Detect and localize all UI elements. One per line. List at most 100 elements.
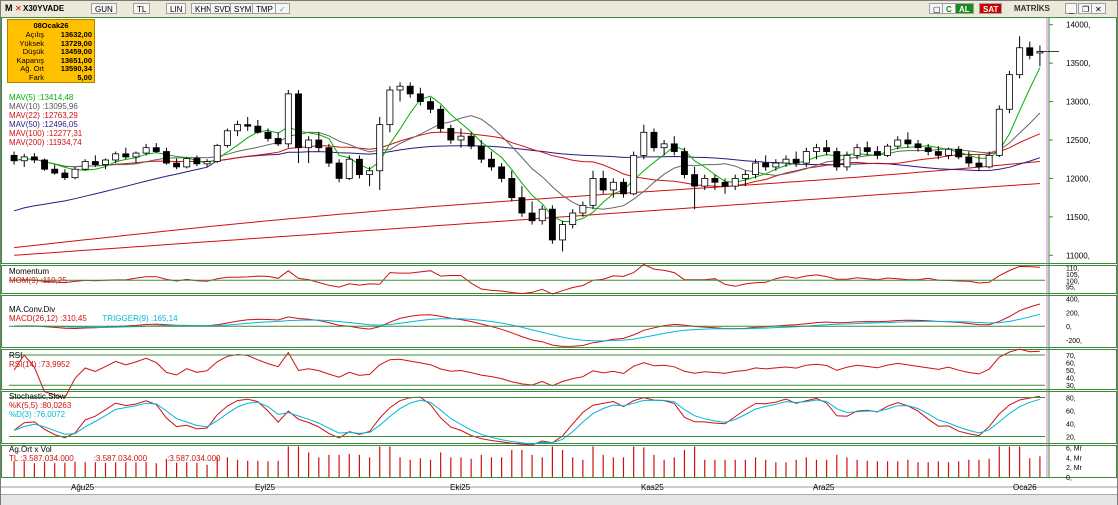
momentum-legend: Momentum MOM(9) :110,25 [9,267,67,285]
info-row-open: Açılış 13632,00 [25,30,92,39]
candle [152,147,160,152]
y-tick-mom: 105, [1066,272,1080,279]
candle [599,178,607,191]
momentum-line [14,263,1040,295]
ma100-line [14,161,1040,249]
candle [711,178,719,183]
candle [620,181,627,195]
candle [508,178,516,199]
candle [1026,47,1034,56]
app-logo: M [5,3,13,13]
candle [366,170,374,175]
candle [985,154,993,168]
candle [295,93,302,149]
candle [325,147,333,164]
candle [853,147,861,156]
window-close-icon[interactable]: ✕ [1091,3,1106,14]
candle [102,159,109,166]
candle [427,101,434,110]
y-tick-price: 13000, [1066,98,1090,107]
candle [904,139,912,145]
candle [254,125,262,133]
candle [518,197,526,214]
twitter-icon[interactable]: ✓ [275,3,290,14]
minimize-icon[interactable]: _ [1065,3,1078,14]
y-tick-rsi: 40, [1066,376,1076,383]
candle [650,131,658,149]
candle [802,151,810,164]
candle [457,135,465,141]
close-symbol-icon[interactable]: ✕ [15,4,22,13]
period-button[interactable]: GUN [91,3,117,14]
candle [1006,74,1013,110]
candle [741,174,749,179]
candle [863,147,871,152]
candle [488,158,495,168]
y-tick-stoch: 80, [1066,396,1076,403]
ohlc-info-box: 08Ocak26 Açılış 13632,00 Yüksek 13729,00 D… [7,19,95,83]
tmp-button[interactable]: TMP [252,3,277,14]
stoch-d-line [13,398,1041,445]
volume-legend: Ag.Ort x Vol TL :3.587.034.000 :3.587.03… [9,445,221,463]
info-row-close: Kapanış 13651,00 [16,55,92,65]
candle [81,161,89,170]
candle [914,143,922,149]
panel-price [1,17,1117,264]
c-button[interactable]: C [942,3,956,14]
y-tick-rsi: 30, [1066,383,1076,390]
candle [162,151,170,164]
candle [335,162,343,179]
buy-button[interactable]: AL [955,3,974,14]
y-tick-mom: 100, [1066,278,1080,285]
candle [91,161,99,165]
x-label-sep: Eyl25 [255,483,276,492]
candle [406,85,414,95]
ma-legend: MAV(5) :13414,48 MAV(10) :13095,96 MAV(2… [9,93,83,147]
macd-legend: MA.Conv.Div MACD(26,12) :310,45 TRIGGER(… [9,305,178,323]
candle [203,161,211,165]
candle [386,89,394,126]
candle [955,148,963,158]
candle [823,147,831,152]
candle [355,158,363,175]
price-chart[interactable]: 14000, 13500, 13000, 12500, 12000, 11500, 1100… [1,17,1117,495]
candle [680,151,688,175]
sell-button[interactable]: SAT [979,3,1003,14]
linear-button[interactable]: LIN [166,3,187,14]
candle [183,158,191,168]
candle [559,224,566,241]
candle [284,93,292,145]
candle [315,139,323,149]
candle [934,151,942,156]
candle [173,162,181,168]
candle [731,178,739,187]
candle [884,145,892,156]
y-tick-vol: 4, Mr [1066,455,1083,462]
x-label-oct: Eki25 [450,483,471,492]
symbol-name[interactable]: X30YVADE [23,4,65,13]
candle [691,174,699,187]
y-tick-rsi: 50, [1066,368,1076,375]
horizontal-scrollbar[interactable] [1,494,1117,505]
candle [142,147,150,154]
macd-trigger-line [14,313,1041,342]
candle [437,108,445,129]
x-label-jan: Oca26 [1013,483,1037,492]
candle [20,156,28,162]
candle [10,154,18,162]
y-tick-stoch: 60, [1066,409,1076,416]
x-label-nov: Kas25 [641,483,664,492]
candle [213,144,221,162]
toolbar: M ✕ X30YVADE GUN TL LIN KHN SVD SYM TMP … [1,1,1117,18]
y-tick-macd: 200, [1066,310,1080,317]
candle [965,156,973,164]
candle [112,153,120,161]
brand-logo: MATRİKS [1014,4,1050,13]
candle [467,135,475,147]
candle [548,208,556,241]
currency-button[interactable]: TL [133,3,151,14]
candle [833,151,841,168]
ma200-line [14,183,1040,256]
candle [721,181,729,187]
panel-stoch [1,391,1117,444]
